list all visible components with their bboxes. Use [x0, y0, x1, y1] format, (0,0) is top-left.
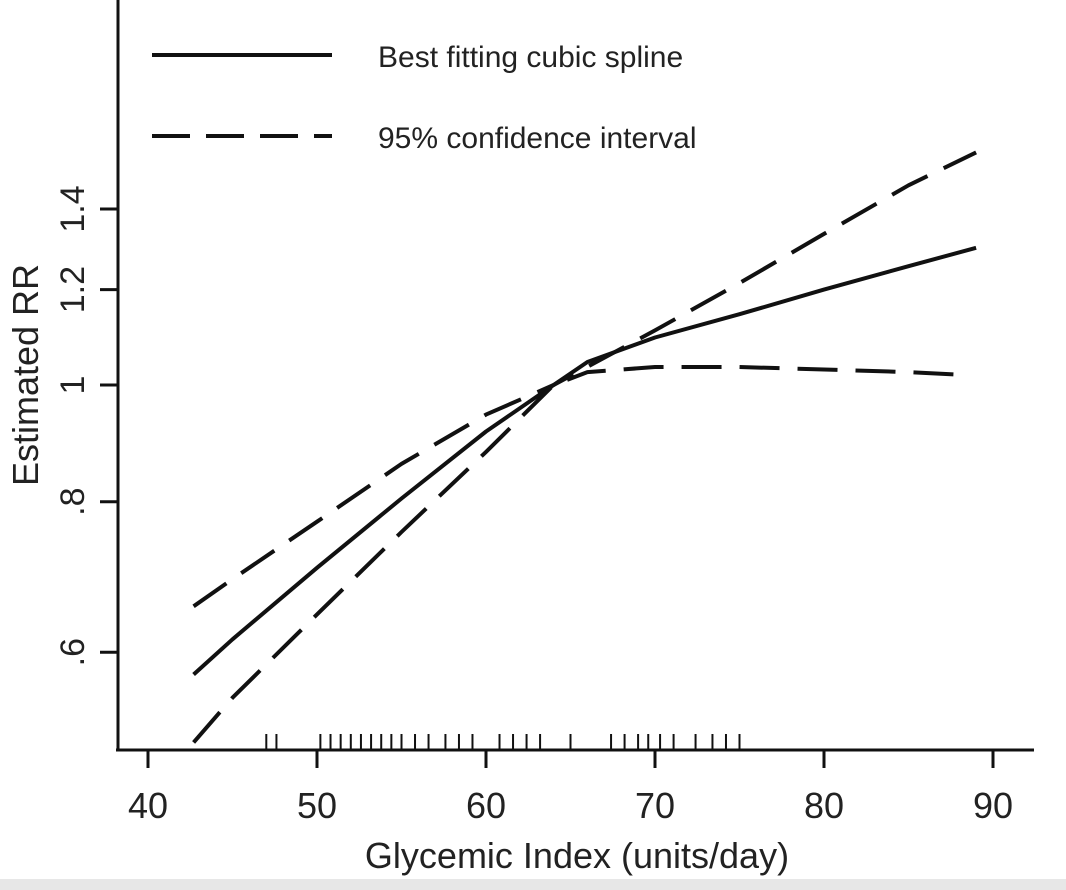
series-line-spline	[192, 245, 977, 676]
series-line-ci-lower	[192, 365, 960, 744]
x-tick-label: 40	[128, 785, 168, 826]
x-tick-label: 70	[635, 785, 675, 826]
x-tick-label: 50	[297, 785, 337, 826]
y-tick-label: .6	[54, 638, 92, 666]
legend: Best fitting cubic spline 95% confidence…	[152, 41, 697, 155]
x-tick-label: 90	[973, 785, 1013, 826]
y-tick-label: 1.2	[54, 266, 92, 313]
legend-label-ci: 95% confidence interval	[378, 122, 697, 155]
y-tick-label: 1	[54, 376, 92, 395]
x-tick-label: 80	[804, 785, 844, 826]
x-axis-label: Glycemic Index (units/day)	[365, 835, 789, 876]
legend-label-spline: Best fitting cubic spline	[378, 41, 683, 74]
series-line-ci-upper	[192, 150, 977, 608]
y-axis-label: Estimated RR	[5, 264, 46, 486]
y-ticks: .6 .8 1 1.2 1.4	[54, 185, 118, 666]
plot-lines	[192, 150, 977, 744]
x-tick-label: 60	[466, 785, 506, 826]
y-tick-label: 1.4	[54, 185, 92, 232]
rug-marks	[265, 734, 741, 750]
y-tick-label: .8	[54, 488, 92, 516]
axes	[116, 0, 1034, 752]
x-ticks: 40 50 60 70 80 90	[128, 750, 1013, 826]
bottom-strip	[0, 879, 1066, 890]
